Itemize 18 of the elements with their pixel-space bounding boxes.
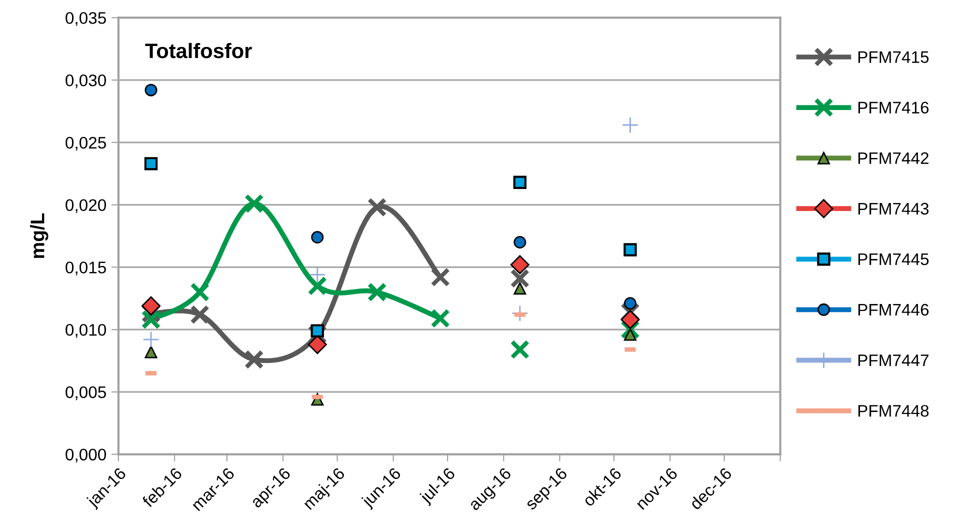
- legend-label: PFM7445: [858, 254, 929, 266]
- y-tick-label: 0,005: [66, 386, 106, 400]
- y-axis-title: mg/L: [30, 213, 48, 258]
- y-tick-label: 0,000: [66, 448, 106, 462]
- legend-label: PFM7443: [858, 202, 929, 215]
- y-tick-label: 0,015: [66, 262, 106, 276]
- y-tick-label: 0,010: [66, 324, 106, 338]
- legend-label: PFM7415: [858, 51, 929, 63]
- y-tick-label: 0,025: [66, 136, 106, 151]
- legend-label: PFM7448: [858, 404, 929, 417]
- legend-label: PFM7447: [858, 354, 928, 366]
- y-tick-label: 0,035: [66, 12, 106, 26]
- text: Totalfosfor: [145, 42, 252, 58]
- legend-label: PFM7446: [858, 304, 929, 316]
- legend-label: PFM7442: [858, 152, 928, 164]
- y-tick-label: 0,020: [66, 199, 106, 213]
- legend-label: PFM7416: [858, 102, 929, 114]
- y-tick-label: 0,030: [66, 74, 106, 88]
